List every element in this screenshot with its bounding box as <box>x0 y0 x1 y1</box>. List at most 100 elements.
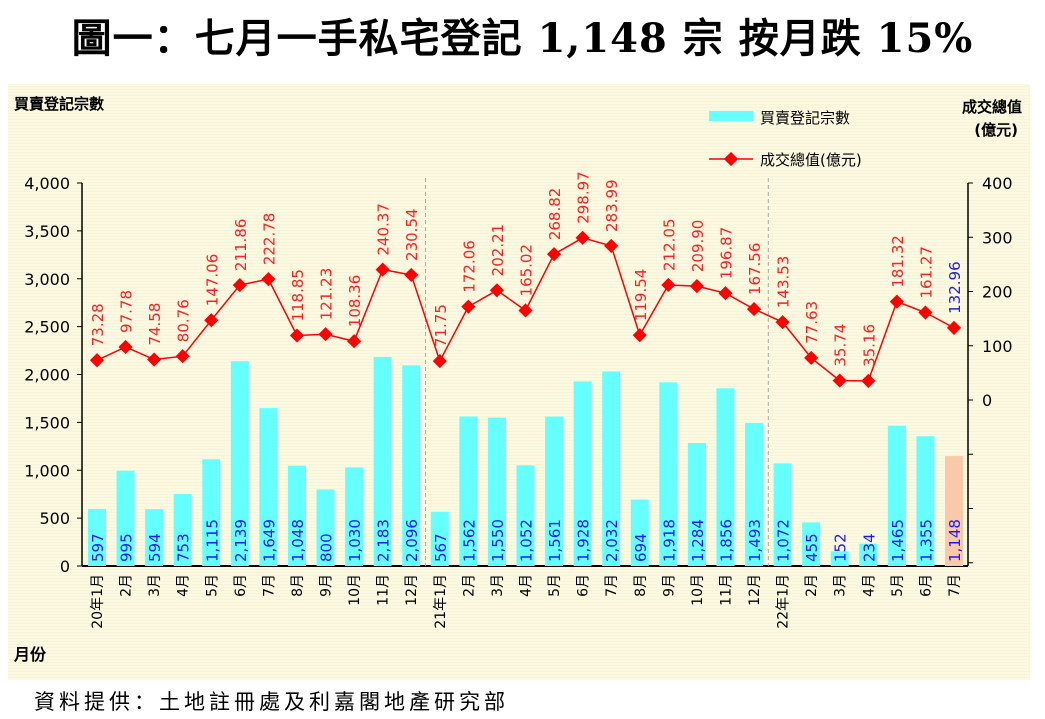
x-tick-label: 12月 <box>747 574 763 606</box>
x-tick-label: 5月 <box>547 574 563 597</box>
line-value-label: 118.85 <box>289 269 307 322</box>
line-value-label: 172.06 <box>460 240 478 293</box>
bar <box>430 511 449 566</box>
bar <box>802 522 821 566</box>
line-marker <box>432 354 447 369</box>
line-value-label: 35.16 <box>860 324 878 367</box>
bar-value-label: 800 <box>318 533 336 562</box>
x-tick-label: 4月 <box>861 574 877 597</box>
bar <box>516 465 535 566</box>
bar <box>659 382 678 566</box>
line-marker <box>347 334 362 349</box>
x-tick-label: 8月 <box>633 574 649 597</box>
bar-value-label: 1,918 <box>660 519 678 562</box>
left-axis-tick-label: 2,000 <box>24 366 70 385</box>
bar <box>259 408 278 566</box>
right-axis-tick-label: 100 <box>982 337 1013 356</box>
bar <box>716 388 735 566</box>
source-note: 資料提供：土地註冊處及利嘉閣地產研究部 <box>34 690 509 714</box>
line-value-label: 209.90 <box>689 220 707 273</box>
line-value-label: 268.82 <box>546 188 564 241</box>
bar-value-label: 1,355 <box>917 519 935 562</box>
bar-value-label: 597 <box>89 533 107 562</box>
x-tick-label: 3月 <box>833 574 849 597</box>
x-tick-label: 9月 <box>319 574 335 597</box>
bar-value-label: 1,052 <box>518 519 536 562</box>
bar-value-label: 753 <box>175 533 193 562</box>
line-value-label: 77.63 <box>803 301 821 344</box>
line-marker <box>518 303 533 318</box>
line-value-label: 283.99 <box>603 179 621 232</box>
bar <box>687 443 706 566</box>
left-axis-tick-label: 3,500 <box>24 222 70 241</box>
line-value-label: 196.87 <box>717 227 735 280</box>
line-value-label: 222.78 <box>260 213 278 266</box>
chart-title: 圖一：七月一手私宅登記 1,148 宗 按月跌 15% <box>71 15 974 62</box>
bar <box>116 470 135 566</box>
bar <box>745 423 764 566</box>
bar-value-label: 1,561 <box>546 519 564 562</box>
line-value-label: 211.86 <box>232 219 250 271</box>
x-tick-label: 20年1月 <box>90 574 106 629</box>
bar <box>345 467 364 566</box>
right-axis-tick-label: 200 <box>982 283 1013 302</box>
line-value-label: 165.02 <box>518 244 536 297</box>
x-tick-label: 6月 <box>918 574 934 597</box>
bar-value-label: 2,032 <box>603 519 621 562</box>
bar-value-label: 1,072 <box>775 519 793 562</box>
bar-value-label: 2,183 <box>375 519 393 562</box>
x-tick-label: 2月 <box>119 574 135 597</box>
left-axis-tick-label: 4,000 <box>24 174 70 193</box>
x-axis-title: 月份 <box>13 645 47 664</box>
bar-value-label: 1,856 <box>717 519 735 562</box>
x-tick-label: 2月 <box>804 574 820 597</box>
left-axis-tick-label: 2,500 <box>24 318 70 337</box>
line-value-label: 143.53 <box>775 256 793 309</box>
line-marker <box>746 302 762 317</box>
bar <box>459 416 478 566</box>
bar-value-label: 1,562 <box>460 519 478 562</box>
bar-value-label: 1,649 <box>260 519 278 562</box>
line-value-label: 167.56 <box>746 243 764 296</box>
line-marker <box>689 279 704 294</box>
x-tick-label: 3月 <box>147 574 163 597</box>
x-tick-label: 11月 <box>718 574 734 606</box>
line-value-label: 121.23 <box>318 268 336 321</box>
bar <box>602 371 621 566</box>
x-tick-label: 10月 <box>690 574 706 606</box>
x-tick-label: 12月 <box>404 574 420 606</box>
line-value-label: 80.76 <box>175 299 193 342</box>
line-marker <box>604 238 619 254</box>
x-tick-label: 4月 <box>176 574 192 597</box>
x-tick-label: 7月 <box>947 574 963 597</box>
line-marker <box>232 277 247 293</box>
bar-value-label: 1,928 <box>575 519 593 562</box>
line-marker <box>918 305 933 320</box>
line-marker <box>318 327 333 342</box>
bar <box>230 361 249 566</box>
right-axis-title: 成交總值 <box>962 98 1022 116</box>
bar <box>487 417 506 566</box>
line-marker <box>204 313 219 328</box>
x-tick-label: 3月 <box>490 574 506 597</box>
bar-value-label: 2,096 <box>403 519 421 562</box>
bar-value-label: 567 <box>432 533 450 562</box>
x-tick-label: 6月 <box>576 574 592 597</box>
bar-value-label: 1,465 <box>889 519 907 562</box>
left-axis-tick-label: 500 <box>39 509 70 528</box>
line-value-label: 71.75 <box>432 304 450 347</box>
x-tick-label: 7月 <box>261 574 277 597</box>
legend-line-marker <box>723 151 739 167</box>
line-marker <box>118 339 133 355</box>
bar <box>573 381 592 566</box>
line-value-label: 74.58 <box>146 303 164 346</box>
bar-value-label: 455 <box>803 533 821 562</box>
line-marker <box>546 247 562 262</box>
bar-value-label: 1,284 <box>689 519 707 562</box>
legend-line-label: 成交總值(億元) <box>760 151 862 169</box>
bar <box>830 551 849 566</box>
line-marker <box>575 230 590 245</box>
bar <box>402 365 421 566</box>
line-marker <box>261 272 276 287</box>
